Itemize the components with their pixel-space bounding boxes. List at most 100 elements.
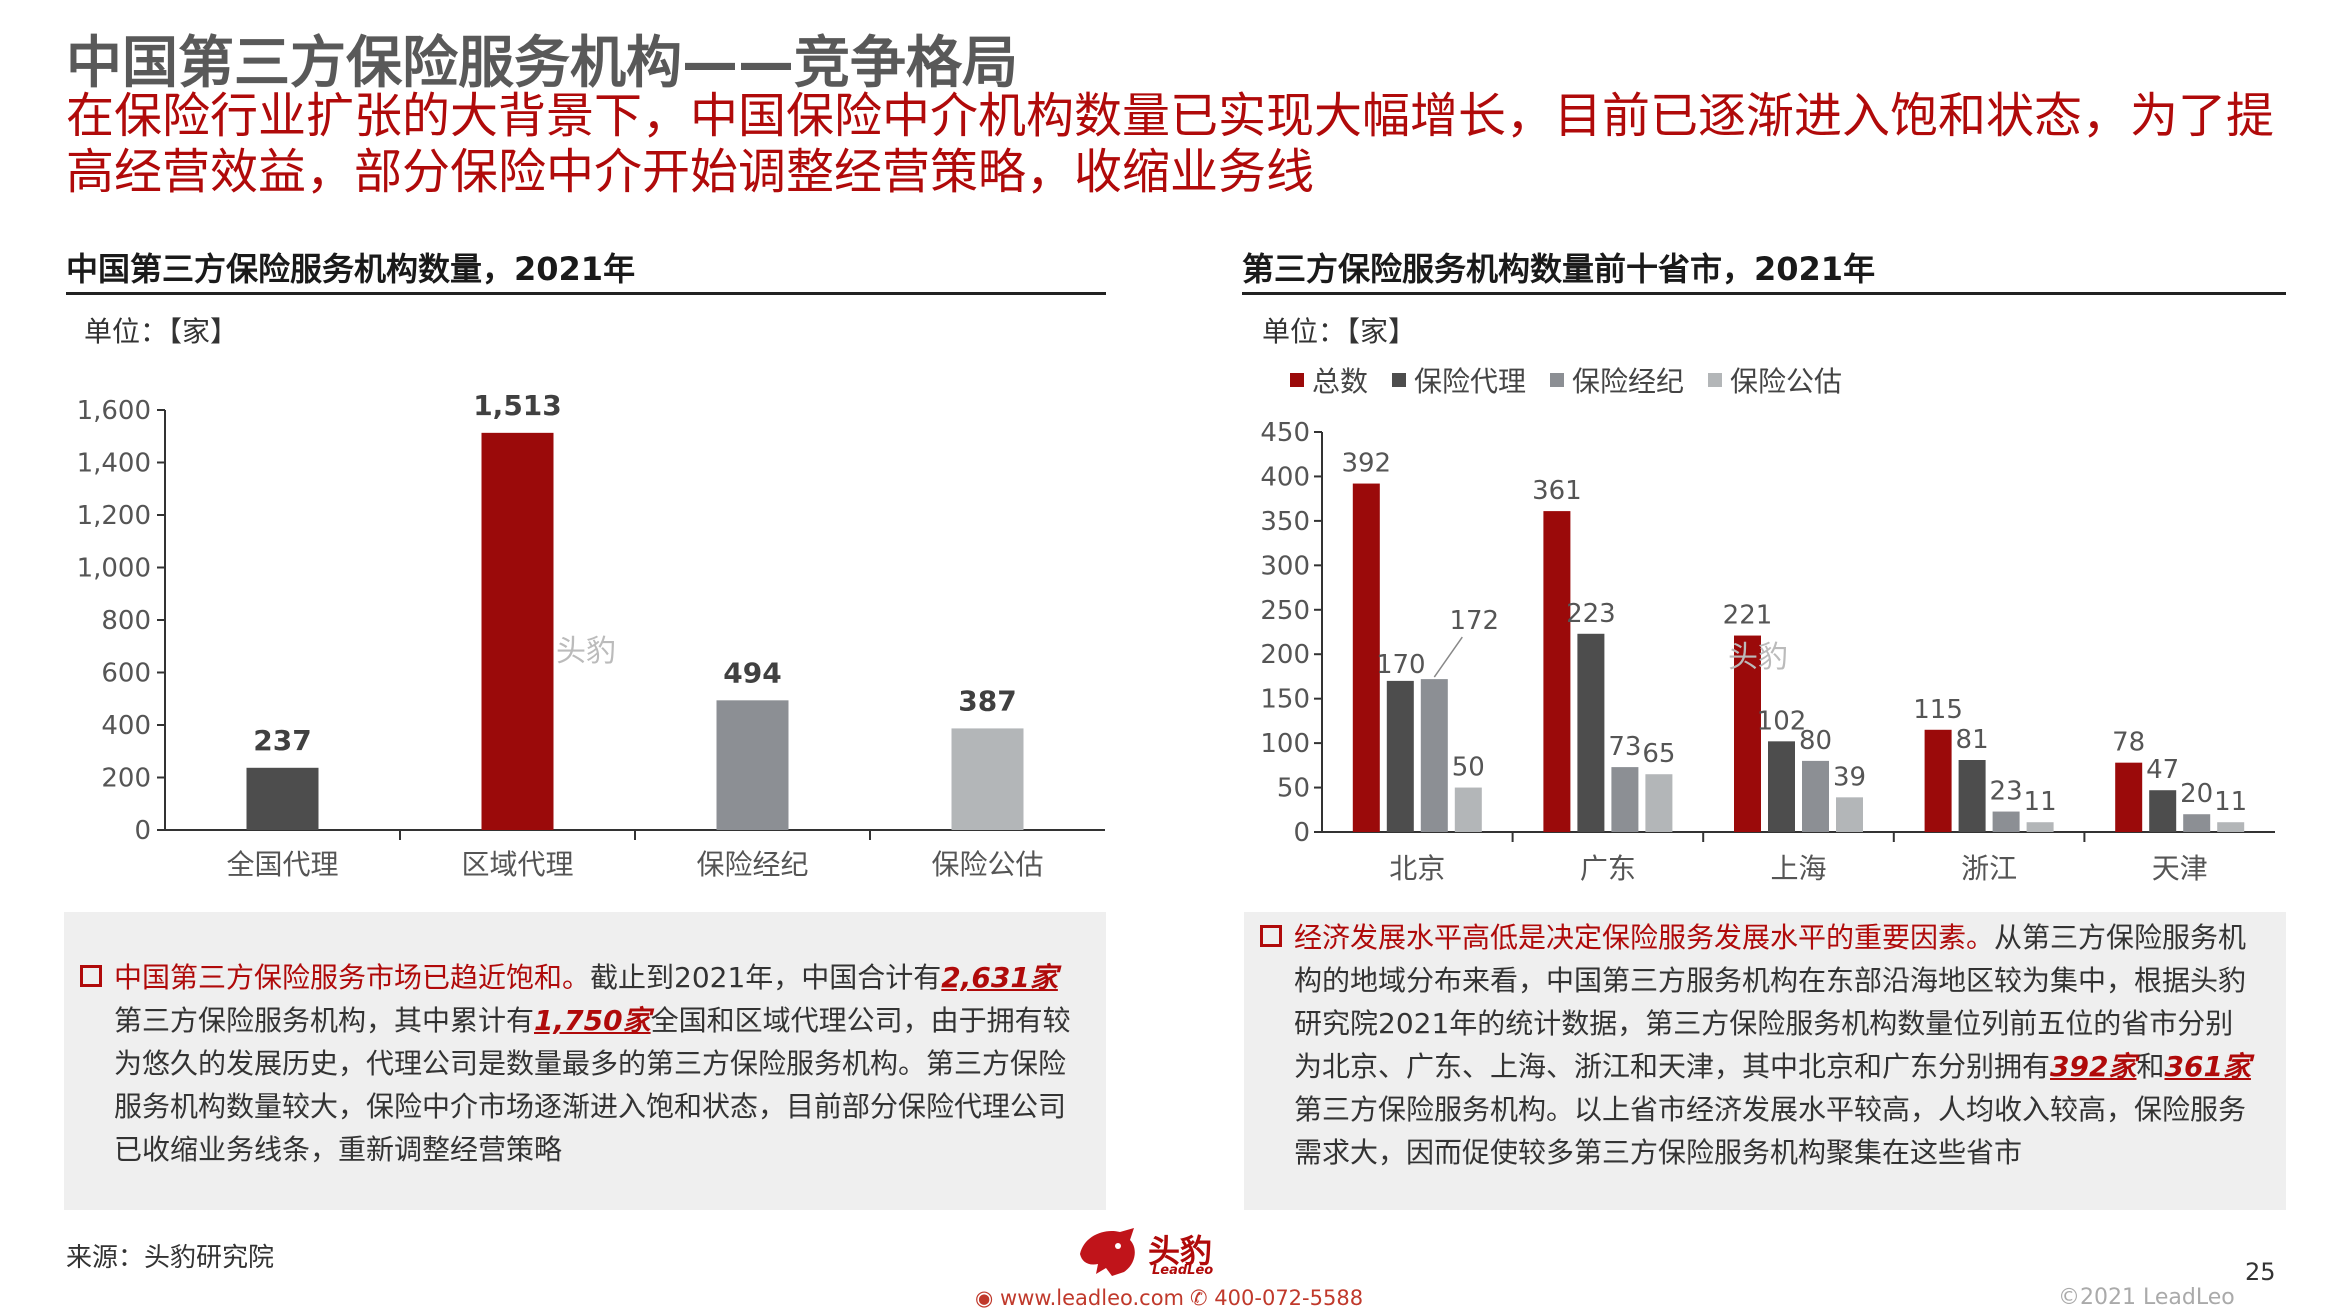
x-category-label: 天津 xyxy=(2152,852,2208,885)
bar-北京-总数 xyxy=(1352,483,1380,832)
x-category-label: 浙江 xyxy=(1961,852,2017,885)
bar-value-label: 23 xyxy=(1990,777,2023,807)
y-tick-label: 200 xyxy=(1260,640,1310,670)
y-tick-label: 400 xyxy=(1260,462,1310,492)
right-desc-text-1: 从第三方保险服务机构的地域分布来看，中国第三方服务机构在东部沿海地区较为集中，根… xyxy=(1294,921,2247,1083)
right-desc-lead: 经济发展水平高低是决定保险服务发展水平的重要因素。 xyxy=(1294,921,1995,954)
bullet-icon xyxy=(1260,925,1282,947)
y-tick-label: 600 xyxy=(101,659,151,689)
page-number: 25 xyxy=(2245,1258,2276,1286)
copyright: ©2021 LeadLeo xyxy=(2058,1285,2235,1310)
right-description: 经济发展水平高低是决定保险服务发展水平的重要因素。从第三方保险服务机构的地域分布… xyxy=(1260,916,2260,1174)
bar-value-label: 102 xyxy=(1757,706,1807,736)
bar-广东-保险经纪 xyxy=(1611,767,1639,832)
x-category-label: 全国代理 xyxy=(226,848,338,881)
bar-上海-保险代理 xyxy=(1768,741,1795,832)
y-tick-label: 350 xyxy=(1260,507,1310,537)
bar-浙江-保险公估 xyxy=(2026,822,2054,832)
left-watermark: 头豹 xyxy=(556,634,616,669)
y-tick-label: 400 xyxy=(101,711,151,741)
bullet-icon xyxy=(80,965,102,987)
legend-swatch xyxy=(1708,373,1723,387)
x-category-label: 北京 xyxy=(1389,852,1445,885)
legend-item: 保险公估 xyxy=(1708,360,1842,400)
bar-value-label: 361 xyxy=(1532,476,1582,506)
bar-广东-总数 xyxy=(1543,511,1571,832)
source-note: 来源：头豹研究院 xyxy=(66,1243,275,1273)
leopard-logo-icon xyxy=(1080,1228,1135,1276)
phone-text: 400-072-5588 xyxy=(1214,1286,1364,1310)
x-category-label: 保险公估 xyxy=(931,848,1043,881)
left-desc-highlight-1: 2,631家 xyxy=(941,961,1058,994)
y-tick-label: 800 xyxy=(101,606,151,636)
bar-上海-保险经纪 xyxy=(1802,760,1829,832)
y-tick-label: 250 xyxy=(1260,596,1310,626)
right-desc-highlight-2: 361家 xyxy=(2164,1050,2251,1083)
legend-swatch xyxy=(1290,373,1304,387)
bar-1 xyxy=(246,767,319,830)
page-subtitle: 在保险行业扩张的大背景下，中国保险中介机构数量已实现大幅增长，目前已逐渐进入饱和… xyxy=(66,88,2275,200)
bar-value-label: 20 xyxy=(2180,779,2213,809)
right-panel-rule xyxy=(1242,292,2286,295)
right-desc-text-2: 和 xyxy=(2136,1050,2165,1083)
legend-item: 保险经纪 xyxy=(1550,360,1684,400)
legend-label: 总数 xyxy=(1312,365,1369,398)
left-unit-label: 单位：【家】 xyxy=(84,315,239,348)
y-tick-label: 200 xyxy=(101,764,151,794)
y-tick-label: 1,000 xyxy=(77,554,151,584)
y-tick-label: 1,600 xyxy=(77,396,151,426)
right-description-box: 经济发展水平高低是决定保险服务发展水平的重要因素。从第三方保险服务机构的地域分布… xyxy=(1244,912,2286,1210)
bar-value-label: 73 xyxy=(1608,732,1641,762)
y-tick-label: 1,200 xyxy=(77,501,151,531)
y-tick-label: 1,400 xyxy=(77,449,151,479)
website-text: www.leadleo.com xyxy=(1000,1286,1185,1310)
logo-subtext: LeadLeo xyxy=(1152,1263,1214,1278)
right-chart-legend: 总数 保险代理 保险经纪 保险公估 xyxy=(1290,360,1866,400)
left-panel-title: 中国第三方保险服务机构数量，2021年 xyxy=(66,250,636,288)
bar-上海-总数 xyxy=(1734,635,1761,832)
right-desc-text-3: 第三方保险服务机构。以上省市经济发展水平较高，人均收入较高，保险服务需求大，因而… xyxy=(1294,1093,2247,1169)
bar-value-label: 392 xyxy=(1341,449,1391,479)
leader-line xyxy=(1433,636,1463,678)
bar-value-label: 50 xyxy=(1452,753,1485,783)
bar-value-label: 11 xyxy=(2024,787,2057,817)
bar-2 xyxy=(481,432,554,830)
left-description: 中国第三方保险服务市场已趋近饱和。截止到2021年，中国合计有2,631家第三方… xyxy=(80,956,1080,1171)
legend-label: 保险代理 xyxy=(1414,365,1527,398)
left-desc-highlight-2: 1,750家 xyxy=(534,1004,651,1037)
bar-天津-保险经纪 xyxy=(2183,814,2211,832)
y-tick-label: 100 xyxy=(1260,729,1310,759)
bar-广东-保险公估 xyxy=(1645,774,1673,832)
y-tick-label: 300 xyxy=(1260,551,1310,581)
bar-value-label: 115 xyxy=(1913,695,1963,725)
bar-北京-保险代理 xyxy=(1386,680,1414,832)
right-watermark: 头豹 xyxy=(1728,640,1788,675)
legend-item: 保险代理 xyxy=(1392,360,1526,400)
left-desc-lead: 中国第三方保险服务市场已趋近饱和。 xyxy=(114,961,591,994)
globe-icon: ◉ xyxy=(975,1286,994,1310)
legend-swatch xyxy=(1392,373,1407,387)
left-bar-chart: 0 200 400 600 800 1,000 1,200 1,400 1,600 237 全国代理… xyxy=(77,389,1105,881)
bar-value-label: 237 xyxy=(253,724,311,757)
legend-swatch xyxy=(1550,373,1565,387)
bar-value-label: 172 xyxy=(1449,606,1499,636)
bar-value-label: 47 xyxy=(2146,755,2179,785)
bar-北京-保险公估 xyxy=(1454,787,1482,832)
x-category-label: 广东 xyxy=(1580,852,1636,885)
right-unit-label: 单位：【家】 xyxy=(1262,315,1417,348)
bar-浙江-保险经纪 xyxy=(1992,811,2020,832)
bar-广东-保险代理 xyxy=(1577,633,1605,832)
left-desc-text-2: 第三方保险服务机构，其中累计有 xyxy=(114,1004,535,1037)
bar-value-label: 80 xyxy=(1799,726,1832,756)
footer-phone: ✆ 400-072-5588 xyxy=(1190,1286,1363,1310)
right-grouped-bar-chart: 0 50 100 150 200 250 300 350 400 450 392 170 172 50 北京… xyxy=(1260,418,2275,885)
right-panel-title: 第三方保险服务机构数量前十省市，2021年 xyxy=(1242,250,1876,288)
x-category-label: 上海 xyxy=(1770,852,1826,885)
bar-value-label: 81 xyxy=(1956,725,1989,755)
left-description-box: 中国第三方保险服务市场已趋近饱和。截止到2021年，中国合计有2,631家第三方… xyxy=(64,912,1106,1210)
bar-浙江-总数 xyxy=(1924,729,1952,832)
bar-天津-总数 xyxy=(2115,762,2143,832)
bar-浙江-保险代理 xyxy=(1958,760,1986,832)
footer-website-link[interactable]: ◉ www.leadleo.com xyxy=(975,1286,1184,1310)
bar-value-label: 1,513 xyxy=(473,389,562,422)
